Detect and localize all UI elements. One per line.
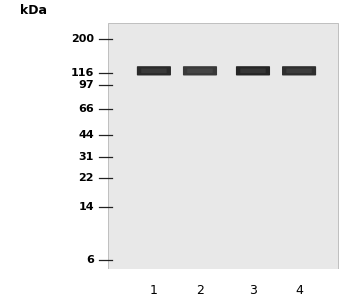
- FancyBboxPatch shape: [282, 66, 316, 76]
- Text: 1: 1: [150, 284, 158, 297]
- Text: 31: 31: [79, 152, 94, 162]
- Text: 4: 4: [295, 284, 303, 297]
- Text: 22: 22: [78, 173, 94, 183]
- Text: 44: 44: [78, 130, 94, 140]
- Text: 6: 6: [86, 255, 94, 265]
- FancyBboxPatch shape: [137, 66, 171, 76]
- Text: 14: 14: [78, 202, 94, 212]
- FancyBboxPatch shape: [108, 22, 338, 269]
- FancyBboxPatch shape: [183, 66, 217, 76]
- Text: 116: 116: [71, 68, 94, 79]
- FancyBboxPatch shape: [240, 68, 266, 73]
- FancyBboxPatch shape: [236, 66, 270, 76]
- Text: 3: 3: [249, 284, 257, 297]
- Text: 200: 200: [71, 34, 94, 44]
- Text: 97: 97: [78, 80, 94, 90]
- Text: 66: 66: [78, 104, 94, 114]
- FancyBboxPatch shape: [286, 68, 312, 73]
- FancyBboxPatch shape: [187, 68, 213, 73]
- Text: 2: 2: [196, 284, 204, 297]
- Text: kDa: kDa: [20, 4, 47, 17]
- FancyBboxPatch shape: [141, 68, 167, 73]
